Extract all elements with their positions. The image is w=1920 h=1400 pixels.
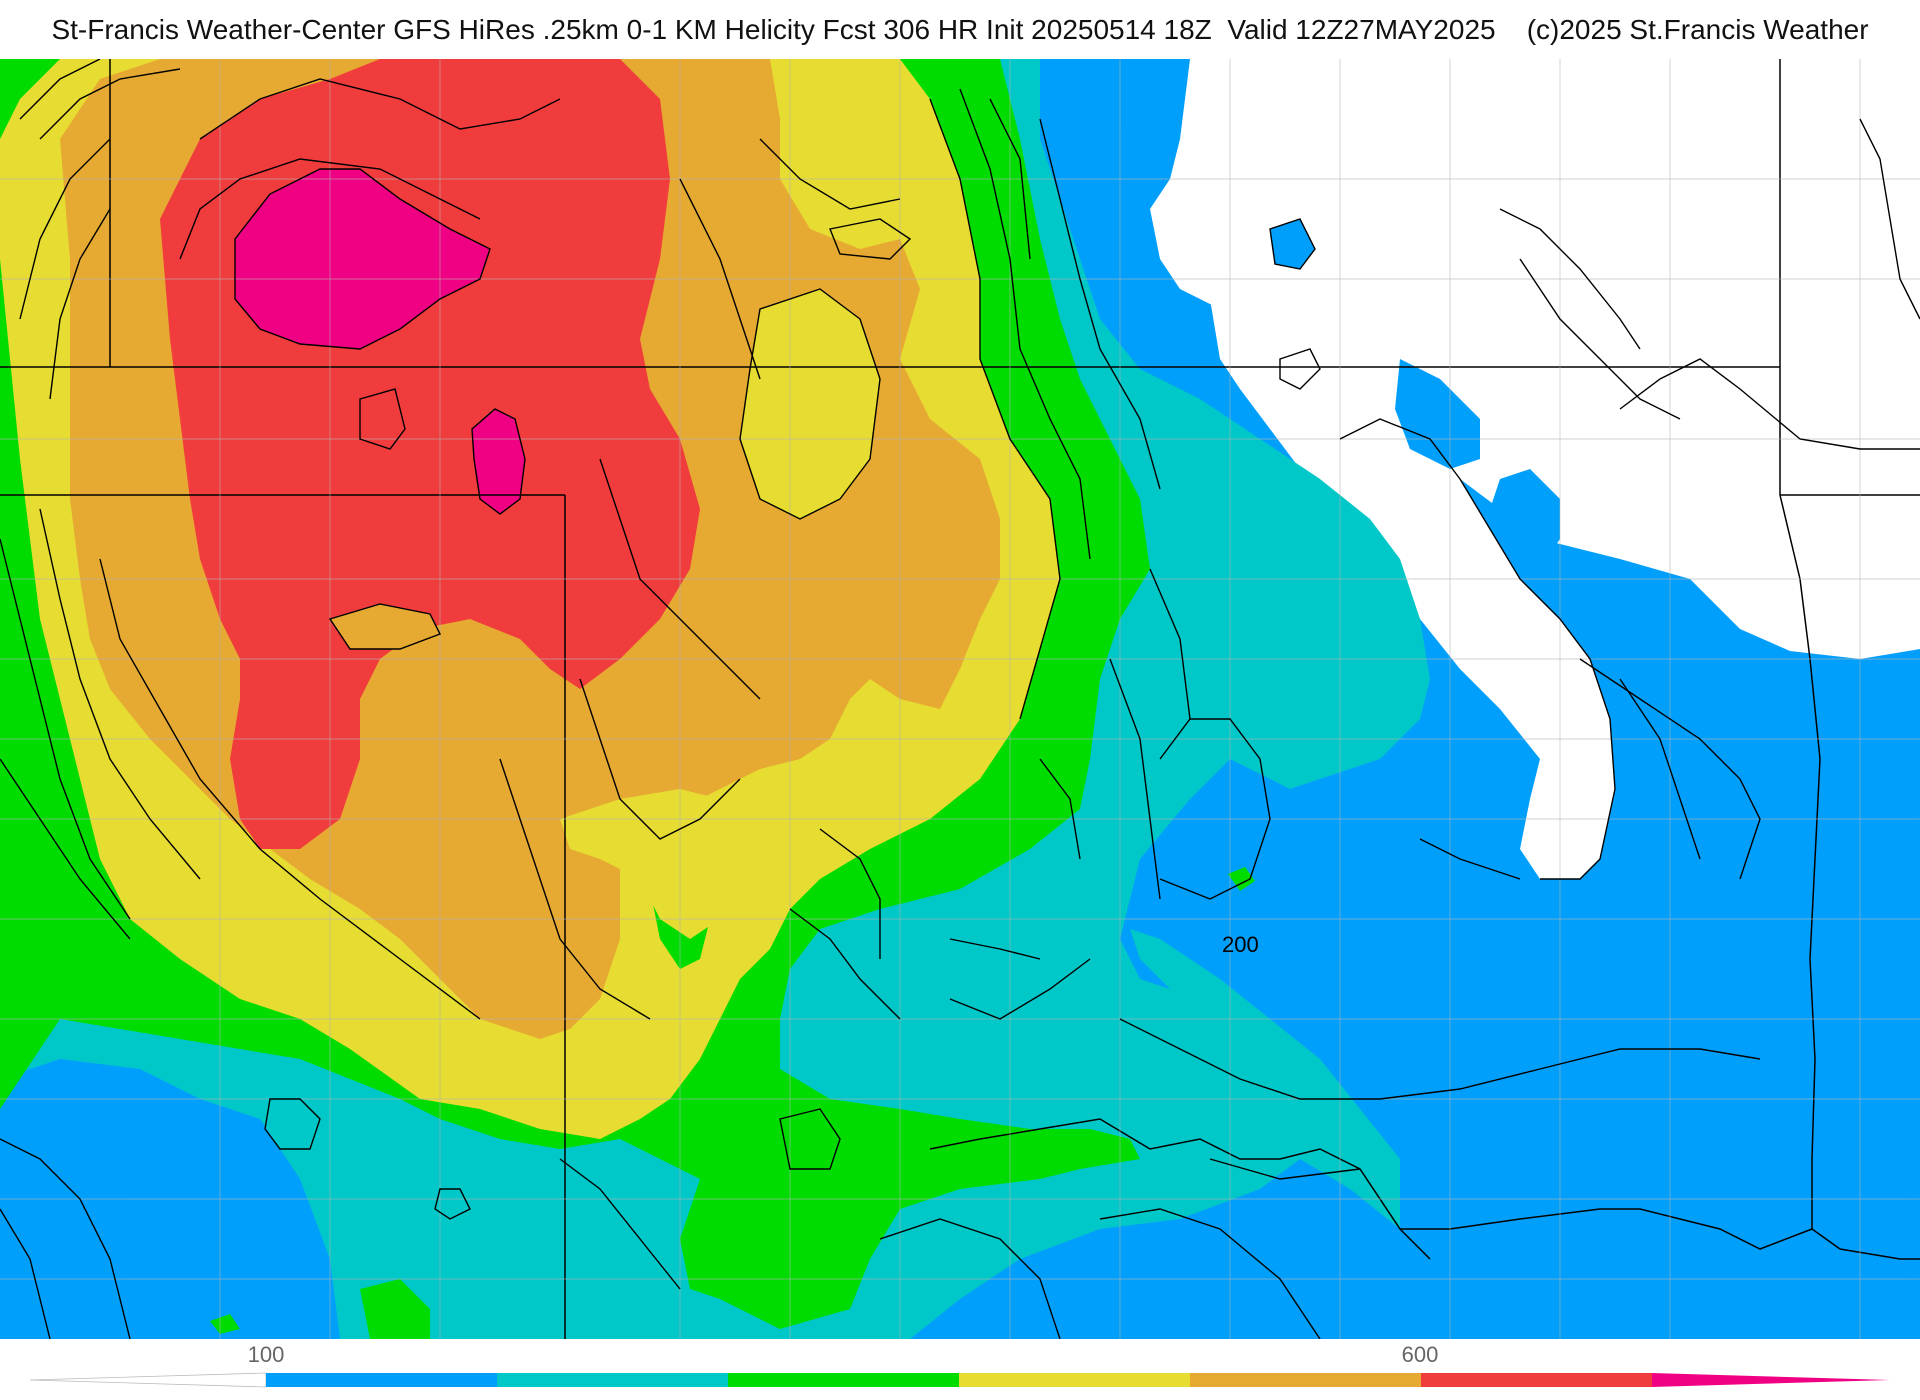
band-yellow-inner-2 [740,289,880,519]
band-magenta-1 [235,169,490,349]
colorbar-tick-100: 100 [247,1342,285,1367]
band-blue-island-2 [1490,469,1560,569]
band-blue-island-3 [1270,219,1315,269]
county-lines [0,59,1920,1339]
colorbar-segment-2 [728,1373,959,1387]
band-green-spot-2 [1228,867,1255,891]
helicity-map: 200 [0,58,1920,1340]
contour-label-200: 200 [1222,932,1259,957]
band-magenta-2 [472,409,525,514]
band-yellow-inner-1 [820,149,910,229]
band-blue-island-1 [1395,359,1480,469]
band-white-lobe [1210,299,1615,879]
colorbar-segment-1 [497,1373,728,1387]
helicity-field: 200 [0,58,1920,1340]
band-orange-inner [330,604,440,649]
colorbar [29,1370,1890,1390]
colorbar-segment-3 [959,1373,1190,1387]
colorbar-tick-600: 600 [1401,1342,1439,1367]
colorbar-extend-low [29,1372,267,1388]
colorbar-svg [29,1372,1890,1388]
band-green-spot-3 [210,1314,240,1334]
band-green-spot-1 [360,1279,430,1339]
colorbar-segment-5 [1421,1373,1652,1387]
colorbar-segment-0 [266,1373,497,1387]
colorbar-segment-6 [1652,1373,1890,1387]
colorbar-segment-4 [1190,1373,1421,1387]
map-title: St-Francis Weather-Center GFS HiRes .25k… [51,14,1869,45]
contour-lines [0,58,1920,1340]
band-white-ne [1150,59,1920,659]
